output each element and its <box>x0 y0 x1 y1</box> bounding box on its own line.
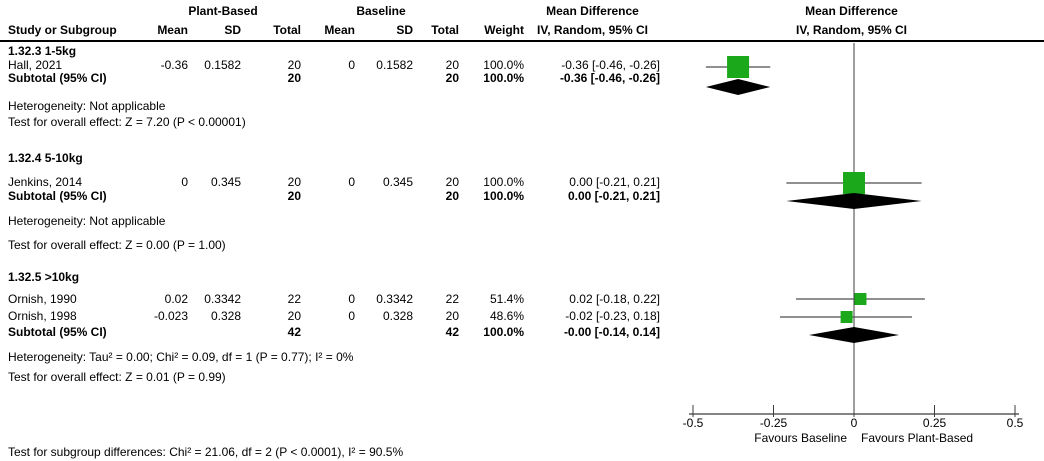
study-row-pb-sd: 0.3342 <box>204 292 241 306</box>
study-row-study: Jenkins, 2014 <box>8 175 83 189</box>
study-row-pb-mean: -0.36 <box>160 58 188 72</box>
effect-square <box>843 172 865 194</box>
study-row-pb-total: 20 <box>287 175 301 189</box>
study-row-weight: 100.0% <box>483 58 524 72</box>
axis-tick-label: 0 <box>850 416 858 430</box>
study-row-ci: -0.36 [-0.46, -0.26] <box>561 58 660 72</box>
subtotal-row-bl-total: 20 <box>445 71 459 85</box>
axis-tick-label: -0.25 <box>759 416 788 430</box>
subtotal-row-ci: -0.36 [-0.46, -0.26] <box>559 71 660 85</box>
study-row-bl-sd: 0.328 <box>382 309 413 323</box>
study-row-pb-sd: 0.328 <box>210 309 241 323</box>
study-row-bl-mean: 0 <box>348 175 355 189</box>
study-row-pb-total: 20 <box>287 309 301 323</box>
column-header-iv-random-right: IV, Random, 95% CI <box>796 23 907 37</box>
study-row-pb-mean: 0 <box>181 175 188 189</box>
effect-square <box>854 293 867 305</box>
subtotal-diamond <box>786 193 922 209</box>
study-row-study: Hall, 2021 <box>8 58 63 72</box>
subgroup-label: 1.32.4 5-10kg <box>8 151 83 165</box>
subtotal-row-weight: 100.0% <box>483 325 524 339</box>
study-row-bl-sd: 0.1582 <box>376 58 413 72</box>
study-row-pb-sd: 0.345 <box>210 175 241 189</box>
study-row-pb-mean: 0.02 <box>164 292 188 306</box>
axis-tick-label: -0.5 <box>682 416 704 430</box>
study-row-ci: 0.02 [-0.18, 0.22] <box>569 292 660 306</box>
study-row-bl-sd: 0.345 <box>382 175 413 189</box>
study-row-bl-total: 20 <box>445 309 459 323</box>
subgroup-label: 1.32.3 1-5kg <box>8 44 77 58</box>
study-row-study: Ornish, 1998 <box>8 309 77 323</box>
subtotal-row-study: Subtotal (95% CI) <box>8 325 107 339</box>
column-header-mean-difference-left: Mean Difference <box>546 4 639 18</box>
favours-right-label: Favours Plant-Based <box>861 431 974 445</box>
study-row-bl-total: 22 <box>445 292 459 306</box>
subgroup-label: 1.32.5 >10kg <box>8 270 80 284</box>
study-row-bl-total: 20 <box>445 175 459 189</box>
favours-left-label: Favours Baseline <box>754 431 847 445</box>
heterogeneity-text: Heterogeneity: Not applicable <box>8 99 166 113</box>
column-header-sd-plant-based: SD <box>224 23 241 37</box>
study-row-ci: 0.00 [-0.21, 0.21] <box>569 175 660 189</box>
subtotal-row-study: Subtotal (95% CI) <box>8 71 107 85</box>
study-row-pb-total: 20 <box>287 58 301 72</box>
study-row-weight: 51.4% <box>489 292 524 306</box>
subtotal-diamond <box>808 327 900 343</box>
subtotal-row-weight: 100.0% <box>483 71 524 85</box>
study-row-bl-mean: 0 <box>348 292 355 306</box>
column-header-total-plant-based: Total <box>273 23 301 37</box>
heterogeneity-text: Heterogeneity: Not applicable <box>8 214 166 228</box>
overall-effect-text: Test for overall effect: Z = 7.20 (P < 0… <box>8 115 246 129</box>
column-header-weight: Weight <box>484 23 524 37</box>
study-row-ci: -0.02 [-0.23, 0.18] <box>565 309 660 323</box>
study-row-study: Ornish, 1990 <box>8 292 77 306</box>
effect-square <box>840 311 853 323</box>
subtotal-row-weight: 100.0% <box>483 189 524 203</box>
column-header-mean-plant-based: Mean <box>157 23 188 37</box>
heterogeneity-text: Heterogeneity: Tau² = 0.00; Chi² = 0.09,… <box>8 350 354 364</box>
axis-tick-label: 0.25 <box>922 416 947 430</box>
subtotal-row-bl-total: 42 <box>445 325 459 339</box>
study-row-bl-mean: 0 <box>348 58 355 72</box>
study-row-weight: 100.0% <box>483 175 524 189</box>
axis-tick-label: 0.5 <box>1006 416 1024 430</box>
study-row-pb-total: 22 <box>287 292 301 306</box>
column-header-mean-difference-right: Mean Difference <box>805 4 898 18</box>
study-row-bl-total: 20 <box>445 58 459 72</box>
subtotal-row-ci: -0.00 [-0.14, 0.14] <box>563 325 660 339</box>
column-header-sd-baseline: SD <box>396 23 413 37</box>
subtotal-row-pb-total: 20 <box>287 71 301 85</box>
study-row-bl-sd: 0.3342 <box>376 292 413 306</box>
study-row-pb-sd: 0.1582 <box>204 58 241 72</box>
subtotal-row-ci: 0.00 [-0.21, 0.21] <box>567 189 660 203</box>
column-header-study: Study or Subgroup <box>8 23 117 37</box>
group-header-plant-based: Plant-Based <box>188 4 258 18</box>
study-row-bl-mean: 0 <box>348 309 355 323</box>
study-row-weight: 48.6% <box>489 309 524 323</box>
subgroup-differences-test: Test for subgroup differences: Chi² = 21… <box>8 445 404 459</box>
subtotal-row-pb-total: 20 <box>287 189 301 203</box>
column-header-mean-baseline: Mean <box>324 23 355 37</box>
overall-effect-text: Test for overall effect: Z = 0.01 (P = 0… <box>8 370 226 384</box>
header-divider <box>0 40 1044 42</box>
column-header-iv-random-left: IV, Random, 95% CI <box>537 23 648 37</box>
subtotal-diamond <box>705 79 771 95</box>
subtotal-row-bl-total: 20 <box>445 189 459 203</box>
effect-square <box>727 56 750 78</box>
subtotal-row-study: Subtotal (95% CI) <box>8 189 107 203</box>
group-header-baseline: Baseline <box>356 4 406 18</box>
overall-effect-text: Test for overall effect: Z = 0.00 (P = 1… <box>8 238 226 252</box>
subtotal-row-pb-total: 42 <box>287 325 301 339</box>
column-header-total-baseline: Total <box>431 23 459 37</box>
study-row-pb-mean: -0.023 <box>153 309 188 323</box>
